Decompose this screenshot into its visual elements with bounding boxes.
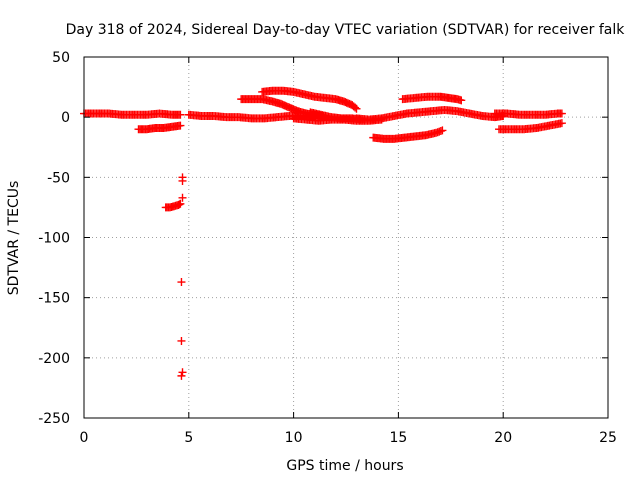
series-s9 bbox=[352, 105, 508, 124]
y-tick-label: -250 bbox=[38, 411, 70, 427]
data-point bbox=[178, 176, 187, 185]
data-point bbox=[176, 199, 185, 208]
data-point bbox=[557, 109, 566, 118]
series-s11 bbox=[490, 109, 566, 119]
series-s1 bbox=[80, 109, 185, 119]
x-axis-label: GPS time / hours bbox=[286, 458, 403, 474]
series-s12 bbox=[495, 119, 566, 134]
data-point bbox=[177, 336, 186, 345]
data-point bbox=[557, 119, 566, 128]
series-s8 bbox=[369, 126, 447, 143]
data-points bbox=[80, 86, 566, 380]
series-s10 bbox=[398, 92, 466, 105]
data-point bbox=[177, 371, 186, 380]
series-s5 bbox=[258, 86, 361, 113]
data-point bbox=[438, 126, 447, 135]
data-point bbox=[176, 121, 185, 130]
x-tick-label: 15 bbox=[389, 430, 407, 446]
y-axis-label: SDTVAR / TECUs bbox=[6, 181, 22, 296]
axis-ticks: 0 5 10 15 20 25 -250 -200 -150 -100 -50 0 50 bbox=[38, 50, 617, 446]
data-point bbox=[178, 193, 187, 202]
x-tick-label: 10 bbox=[285, 430, 303, 446]
x-tick-label: 25 bbox=[599, 430, 617, 446]
data-point bbox=[176, 110, 185, 119]
x-tick-label: 5 bbox=[184, 430, 193, 446]
data-point bbox=[177, 278, 186, 287]
x-tick-label: 20 bbox=[494, 430, 512, 446]
data-point bbox=[457, 96, 466, 105]
y-tick-label: -150 bbox=[38, 291, 70, 307]
data-point bbox=[351, 103, 360, 112]
chart-title: Day 318 of 2024, Sidereal Day-to-day VTE… bbox=[66, 22, 626, 38]
series-s2 bbox=[134, 121, 185, 134]
y-tick-label: -100 bbox=[38, 231, 70, 247]
series-outliers bbox=[177, 173, 187, 380]
y-tick-label: -200 bbox=[38, 351, 70, 367]
data-point bbox=[352, 104, 361, 113]
y-tick-label: 50 bbox=[52, 50, 70, 66]
y-tick-label: -50 bbox=[47, 170, 70, 186]
data-point bbox=[178, 368, 187, 377]
x-tick-label: 0 bbox=[80, 430, 89, 446]
series-s13 bbox=[161, 199, 185, 212]
y-tick-label: 0 bbox=[61, 110, 70, 126]
